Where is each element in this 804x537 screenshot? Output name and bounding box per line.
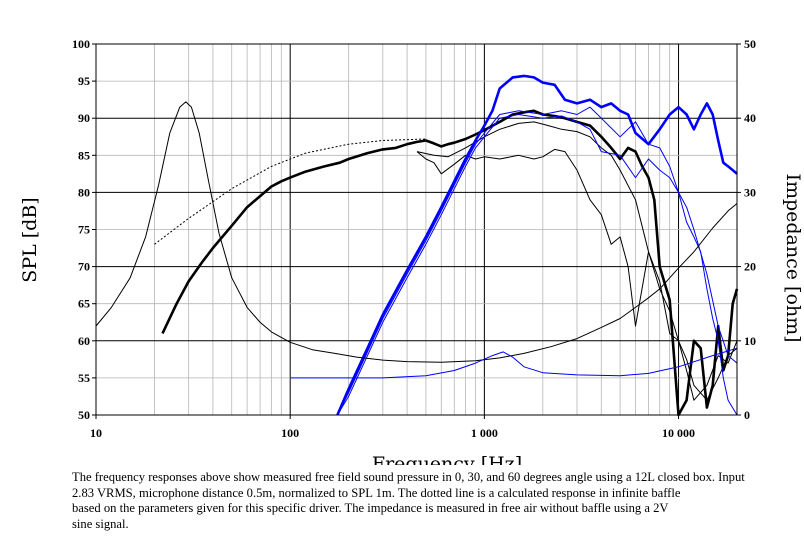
x-axis-title: Frequency [Hz] — [372, 453, 522, 465]
caption-line: sine signal. — [72, 516, 129, 531]
y2-tick-label: 20 — [744, 260, 756, 274]
series-line — [95, 101, 738, 363]
x-tick-label: 1 000 — [471, 426, 498, 440]
y-tick-label: 65 — [78, 297, 90, 311]
series-line — [336, 74, 738, 416]
series-line — [161, 109, 739, 417]
series-line — [336, 106, 738, 416]
y2-tick-label: 50 — [744, 37, 756, 51]
y-tick-label: 80 — [78, 185, 90, 199]
caption-line: The frequency responses above show measu… — [72, 470, 745, 484]
caption-line: 2.83 VRMS, microphone distance 0.5m, nor… — [72, 485, 681, 500]
caption: The frequency responses above show measu… — [72, 470, 754, 532]
series-line — [336, 114, 738, 416]
grid — [95, 43, 738, 416]
series-line — [416, 148, 738, 401]
y-tick-label: 100 — [72, 37, 90, 51]
x-tick-label: 10 000 — [662, 426, 695, 440]
x-tick-label: 100 — [281, 426, 299, 440]
y-tick-label: 50 — [78, 408, 90, 422]
y-tick-label: 95 — [78, 74, 90, 88]
y2-axis-title: Impedance [ohm] — [782, 173, 804, 342]
y-tick-label: 60 — [78, 334, 90, 348]
x-tick-label: 10 — [90, 426, 102, 440]
y2-tick-label: 10 — [744, 334, 756, 348]
y2-tick-label: 30 — [744, 185, 756, 199]
y2-tick-label: 40 — [744, 111, 756, 125]
y-tick-label: 85 — [78, 148, 90, 162]
curves — [95, 74, 739, 417]
y-tick-label: 55 — [78, 371, 90, 385]
y-tick-label: 70 — [78, 260, 90, 274]
series-line — [416, 121, 738, 401]
series-line — [290, 347, 738, 379]
caption-line: based on the parameters given for this s… — [72, 501, 669, 516]
y-tick-label: 75 — [78, 223, 90, 237]
y-axis-title: SPL [dB] — [19, 197, 41, 282]
y-tick-label: 90 — [78, 111, 90, 125]
y2-tick-label: 0 — [744, 408, 750, 422]
series-line — [154, 138, 426, 245]
